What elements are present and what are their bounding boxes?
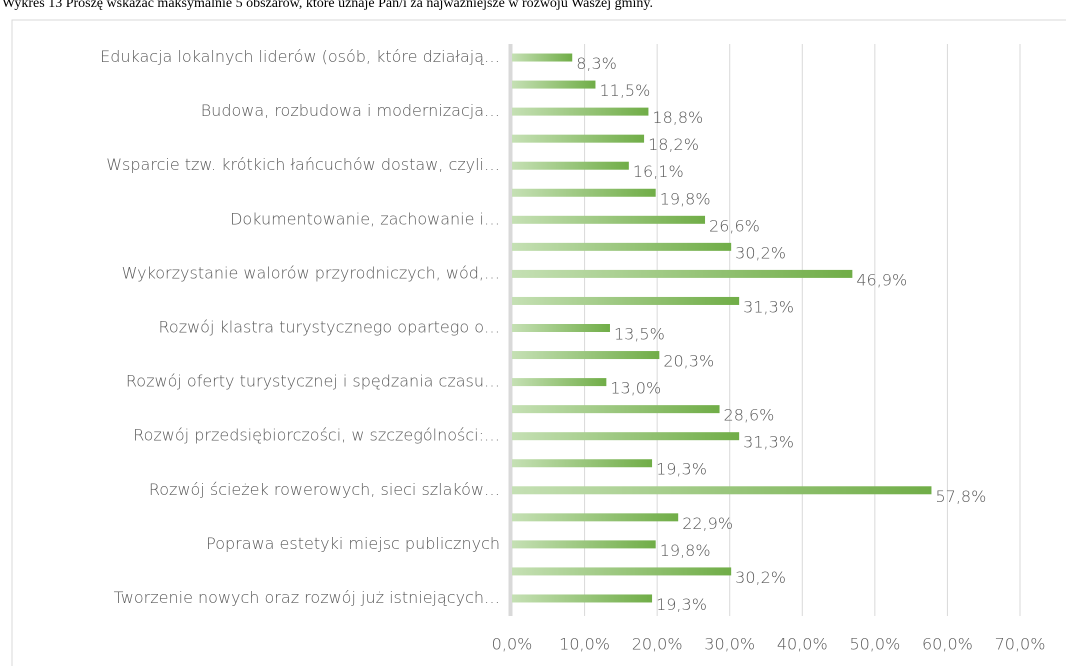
- y-tick-label: Rozwój oferty turystycznej i spędzania c…: [126, 372, 500, 391]
- value-label: 13,0%: [610, 379, 661, 398]
- value-label: 13,5%: [614, 325, 665, 344]
- value-label: 57,8%: [935, 487, 986, 506]
- bar: [512, 405, 720, 414]
- y-tick-label: Dokumentowanie, zachowanie i…: [230, 209, 500, 228]
- bar: [512, 378, 607, 387]
- bar: [512, 513, 679, 522]
- y-tick-label: Rozwój przedsiębiorczości, w szczególnoś…: [133, 426, 500, 445]
- value-label: 19,3%: [656, 595, 707, 614]
- bar: [512, 242, 732, 251]
- bar: [512, 53, 573, 62]
- bar: [512, 567, 732, 576]
- value-label: 19,3%: [656, 460, 707, 479]
- bar: [512, 594, 653, 603]
- bar: [512, 540, 656, 549]
- x-tick-label: 10,0%: [559, 635, 610, 654]
- bar: [512, 432, 740, 441]
- bar: [512, 486, 932, 495]
- y-tick-label: Wsparcie tzw. krótkich łańcuchów dostaw,…: [106, 155, 500, 174]
- value-label: 18,2%: [648, 135, 699, 154]
- bar: [512, 161, 629, 170]
- y-tick-label: Wykorzystanie walorów przyrodniczych, wó…: [122, 263, 500, 282]
- bar: [512, 324, 610, 332]
- y-tick-label: Rozwój ścieżek rowerowych, sieci szlaków…: [149, 480, 500, 499]
- value-label: 26,6%: [709, 216, 760, 235]
- value-label: 19,8%: [660, 189, 711, 208]
- value-label: 20,3%: [663, 352, 714, 371]
- bar: [512, 459, 653, 468]
- y-tick-label: Poprawa estetyki miejsc publicznych: [206, 534, 500, 553]
- x-tick-label: 30,0%: [704, 635, 755, 654]
- value-label: 8,3%: [576, 54, 617, 73]
- bar: [512, 215, 706, 224]
- bar: [512, 269, 853, 278]
- bar: [512, 188, 656, 197]
- value-label: 16,1%: [633, 162, 684, 181]
- x-tick-label: 40,0%: [777, 635, 828, 654]
- bar: [512, 134, 645, 143]
- chart-frame: [11, 19, 1066, 666]
- value-label: 19,8%: [660, 541, 711, 560]
- y-tick-label: Tworzenie nowych oraz rozwój już istniej…: [114, 588, 500, 607]
- chart-title: Wykres 13 Proszę wskazać maksymalnie 5 o…: [2, 0, 653, 11]
- value-label: 31,3%: [743, 297, 794, 316]
- y-tick-label: Rozwój klastra turystycznego opartego o…: [159, 318, 501, 337]
- x-tick-label: 0,0%: [492, 635, 533, 654]
- x-tick-label: 70,0%: [995, 635, 1046, 654]
- bar: [512, 296, 740, 305]
- value-label: 11,5%: [599, 81, 650, 100]
- x-tick-label: 50,0%: [849, 635, 900, 654]
- bar: [512, 107, 649, 116]
- value-label: 28,6%: [724, 406, 775, 425]
- value-label: 31,3%: [743, 433, 794, 452]
- y-tick-label: Edukacja lokalnych liderów (osób, które …: [100, 47, 500, 66]
- bar: [512, 80, 596, 89]
- value-label: 46,9%: [856, 270, 907, 289]
- value-label: 18,8%: [652, 108, 703, 127]
- bar: [512, 351, 660, 360]
- y-tick-label: Budowa, rozbudowa i modernizacja…: [201, 101, 500, 120]
- x-tick-label: 60,0%: [922, 635, 973, 654]
- x-tick-label: 20,0%: [632, 635, 683, 654]
- value-label: 22,9%: [682, 514, 733, 533]
- value-label: 30,2%: [735, 243, 786, 262]
- value-label: 30,2%: [735, 568, 786, 587]
